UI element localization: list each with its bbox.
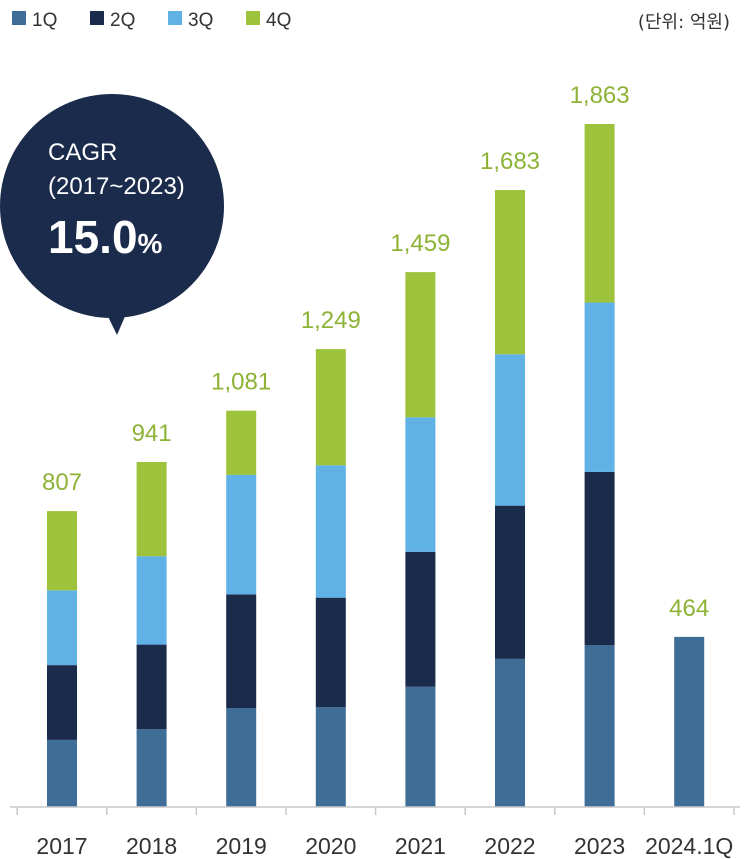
bar-2021-2q: [405, 551, 436, 687]
bar-2017-1q: [47, 739, 77, 807]
x-tick-label-2018: 2018: [126, 833, 177, 859]
total-label-2022: 1,683: [480, 148, 540, 175]
bar-2018-4q: [136, 462, 167, 557]
cagr-title: CAGR: [48, 139, 117, 166]
bar-2020-2q: [315, 597, 346, 708]
legend: 1Q 2Q 3Q 4Q: [12, 10, 291, 31]
legend-swatch-1q: [12, 11, 26, 25]
bar-2021-4q: [405, 272, 436, 418]
cagr-bubble: [0, 94, 224, 318]
x-tick-label-2019: 2019: [216, 833, 267, 859]
x-tick-label-2022: 2022: [484, 833, 535, 859]
cagr-callout: CAGR (2017~2023) 15.0%: [0, 94, 224, 335]
legend-swatch-3q: [168, 11, 182, 25]
total-label-2017: 807: [42, 469, 82, 496]
bar-2023-1q: [584, 645, 615, 807]
legend-label-3q: 3Q: [188, 10, 213, 31]
bars: [47, 124, 705, 807]
bar-2017-3q: [47, 590, 77, 666]
legend-label-4q: 4Q: [266, 10, 291, 31]
total-label-2019: 1,081: [211, 369, 271, 396]
unit-label: (단위: 억원): [638, 12, 730, 33]
bar-2023-4q: [584, 124, 615, 303]
bar-2021-3q: [405, 417, 436, 552]
cagr-value: 15.0: [48, 211, 138, 263]
bar-2018-3q: [136, 556, 167, 645]
total-label-2023: 1,863: [570, 82, 630, 109]
bar-2017-4q: [47, 511, 77, 591]
bar-2022-2q: [495, 505, 525, 659]
bar-2023-2q: [584, 471, 615, 646]
bar-2017-2q: [47, 665, 77, 740]
x-axis: 2017 2018 2019 2020 2021 2022 2023 2024.1Q: [16, 807, 735, 859]
cagr-bubble-pointer: [100, 300, 132, 335]
total-label-2018: 941: [132, 420, 172, 447]
x-tick-label-2024-1Q: 2024.1Q: [645, 833, 733, 859]
x-tick-label-2021: 2021: [395, 833, 446, 859]
bar-2018-2q: [136, 644, 167, 730]
bar-2022-4q: [495, 189, 525, 355]
cagr-unit: %: [138, 228, 163, 259]
bar-2018-1q: [136, 729, 167, 807]
bar-2019-2q: [226, 594, 257, 709]
bar-2019-3q: [226, 474, 257, 595]
legend-label-1q: 1Q: [32, 10, 57, 31]
total-label-2024-1Q: 464: [669, 595, 709, 622]
total-label-2020: 1,249: [301, 307, 361, 334]
bar-2020-3q: [315, 465, 346, 598]
bar-2019-1q: [226, 708, 257, 807]
bar-2022-1q: [495, 658, 525, 807]
x-tick-label-2020: 2020: [305, 833, 356, 859]
total-labels: 807 941 1,081 1,249 1,459 1,683 1,863 464: [42, 82, 709, 622]
bar-2022-3q: [495, 354, 525, 506]
legend-swatch-4q: [246, 11, 260, 25]
cagr-value-text: 15.0%: [48, 211, 163, 263]
total-label-2021: 1,459: [390, 230, 450, 257]
bar-2019-4q: [226, 410, 257, 475]
bar-2023-3q: [584, 302, 615, 472]
x-tick-label-2023: 2023: [574, 833, 625, 859]
bar-2020-4q: [315, 349, 346, 466]
legend-swatch-2q: [90, 11, 104, 25]
bar-2021-1q: [405, 686, 436, 807]
bar-2020-1q: [315, 707, 346, 807]
bar-2024-1Q-1q: [674, 636, 705, 807]
x-tick-label-2017: 2017: [36, 833, 87, 859]
cagr-period: (2017~2023): [48, 173, 185, 200]
legend-label-2q: 2Q: [110, 10, 135, 31]
